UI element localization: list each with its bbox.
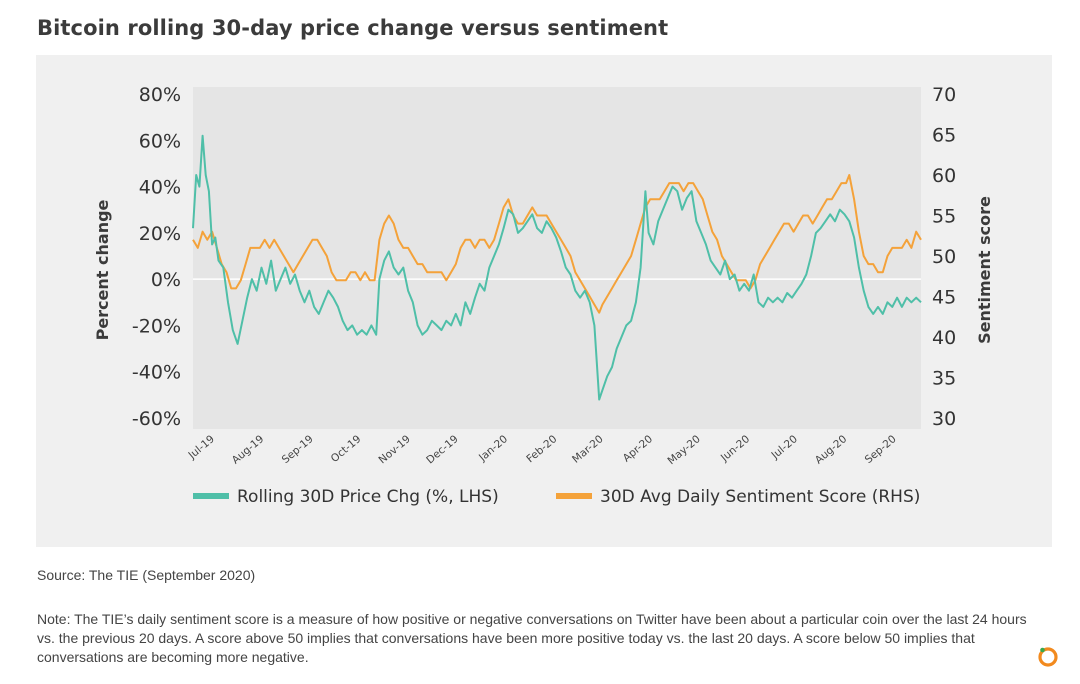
right-tick-label: 35 (932, 368, 956, 390)
right-tick-label: 45 (932, 287, 956, 309)
x-tick-label: Apr-20 (621, 433, 655, 464)
right-tick-label: 30 (932, 408, 956, 430)
right-tick-label: 70 (932, 84, 956, 106)
right-tick-label: 60 (932, 165, 956, 187)
series-layer (192, 134, 922, 401)
right-axis-title: Sentiment score (975, 196, 994, 344)
legend-label-sentiment: 30D Avg Daily Sentiment Score (RHS) (600, 487, 920, 507)
left-tick-label: 0% (151, 269, 181, 291)
plot-area (193, 87, 921, 429)
left-tick-label: -40% (132, 362, 181, 384)
right-tick-label: 50 (932, 246, 956, 268)
x-tick-label: Jun-20 (718, 433, 752, 464)
right-tick-label: 65 (932, 125, 956, 147)
x-tick-label: May-20 (665, 433, 702, 467)
x-tick-label: Jul-20 (769, 433, 800, 462)
left-tick-label: -60% (132, 408, 181, 430)
left-axis-ticks: 80% 60% 40% 20% 0% -20% -40% -60% (132, 84, 181, 430)
x-tick-label: Sep-19 (280, 433, 316, 466)
x-tick-label: Aug-19 (230, 433, 267, 466)
x-tick-label: Mar-20 (570, 433, 606, 466)
x-tick-label: Nov-19 (377, 433, 413, 466)
left-tick-label: 60% (139, 130, 181, 152)
left-axis-title: Percent change (93, 199, 112, 340)
right-tick-label: 55 (932, 206, 956, 228)
legend-label-price: Rolling 30D Price Chg (%, LHS) (237, 487, 499, 507)
left-tick-label: 20% (139, 223, 181, 245)
left-tick-label: -20% (132, 315, 181, 337)
x-tick-label: Sep-20 (863, 433, 899, 466)
chart-svg: 80% 60% 40% 20% 0% -20% -40% -60% 70 65 60 55 50 45 4… (93, 84, 994, 507)
right-axis-ticks: 70 65 60 55 50 45 40 35 30 (932, 84, 956, 430)
price-series-line (192, 134, 922, 401)
left-tick-label: 40% (139, 177, 181, 199)
x-tick-label: Dec-19 (424, 433, 460, 466)
x-tick-label: Jul-19 (186, 433, 217, 462)
x-axis-ticks: Jul-19 Aug-19 Sep-19 Oct-19 Nov-19 Dec-19 Jan-… (186, 433, 899, 467)
x-tick-label: Aug-20 (813, 433, 850, 466)
left-tick-label: 80% (139, 84, 181, 106)
source-text: Source: The TIE (September 2020) (37, 567, 256, 583)
chart-title: Bitcoin rolling 30-day price change vers… (37, 16, 669, 40)
sentiment-series-line (192, 174, 922, 314)
legend: Rolling 30D Price Chg (%, LHS) 30D Avg D… (193, 487, 920, 507)
right-tick-label: 40 (932, 327, 956, 349)
x-tick-label: Feb-20 (524, 433, 559, 465)
x-tick-label: Oct-19 (329, 433, 364, 465)
note-text: Note: The TIE’s daily sentiment score is… (37, 611, 1027, 665)
x-tick-label: Jan-20 (476, 433, 510, 464)
fidelity-ring-icon (1038, 647, 1058, 667)
